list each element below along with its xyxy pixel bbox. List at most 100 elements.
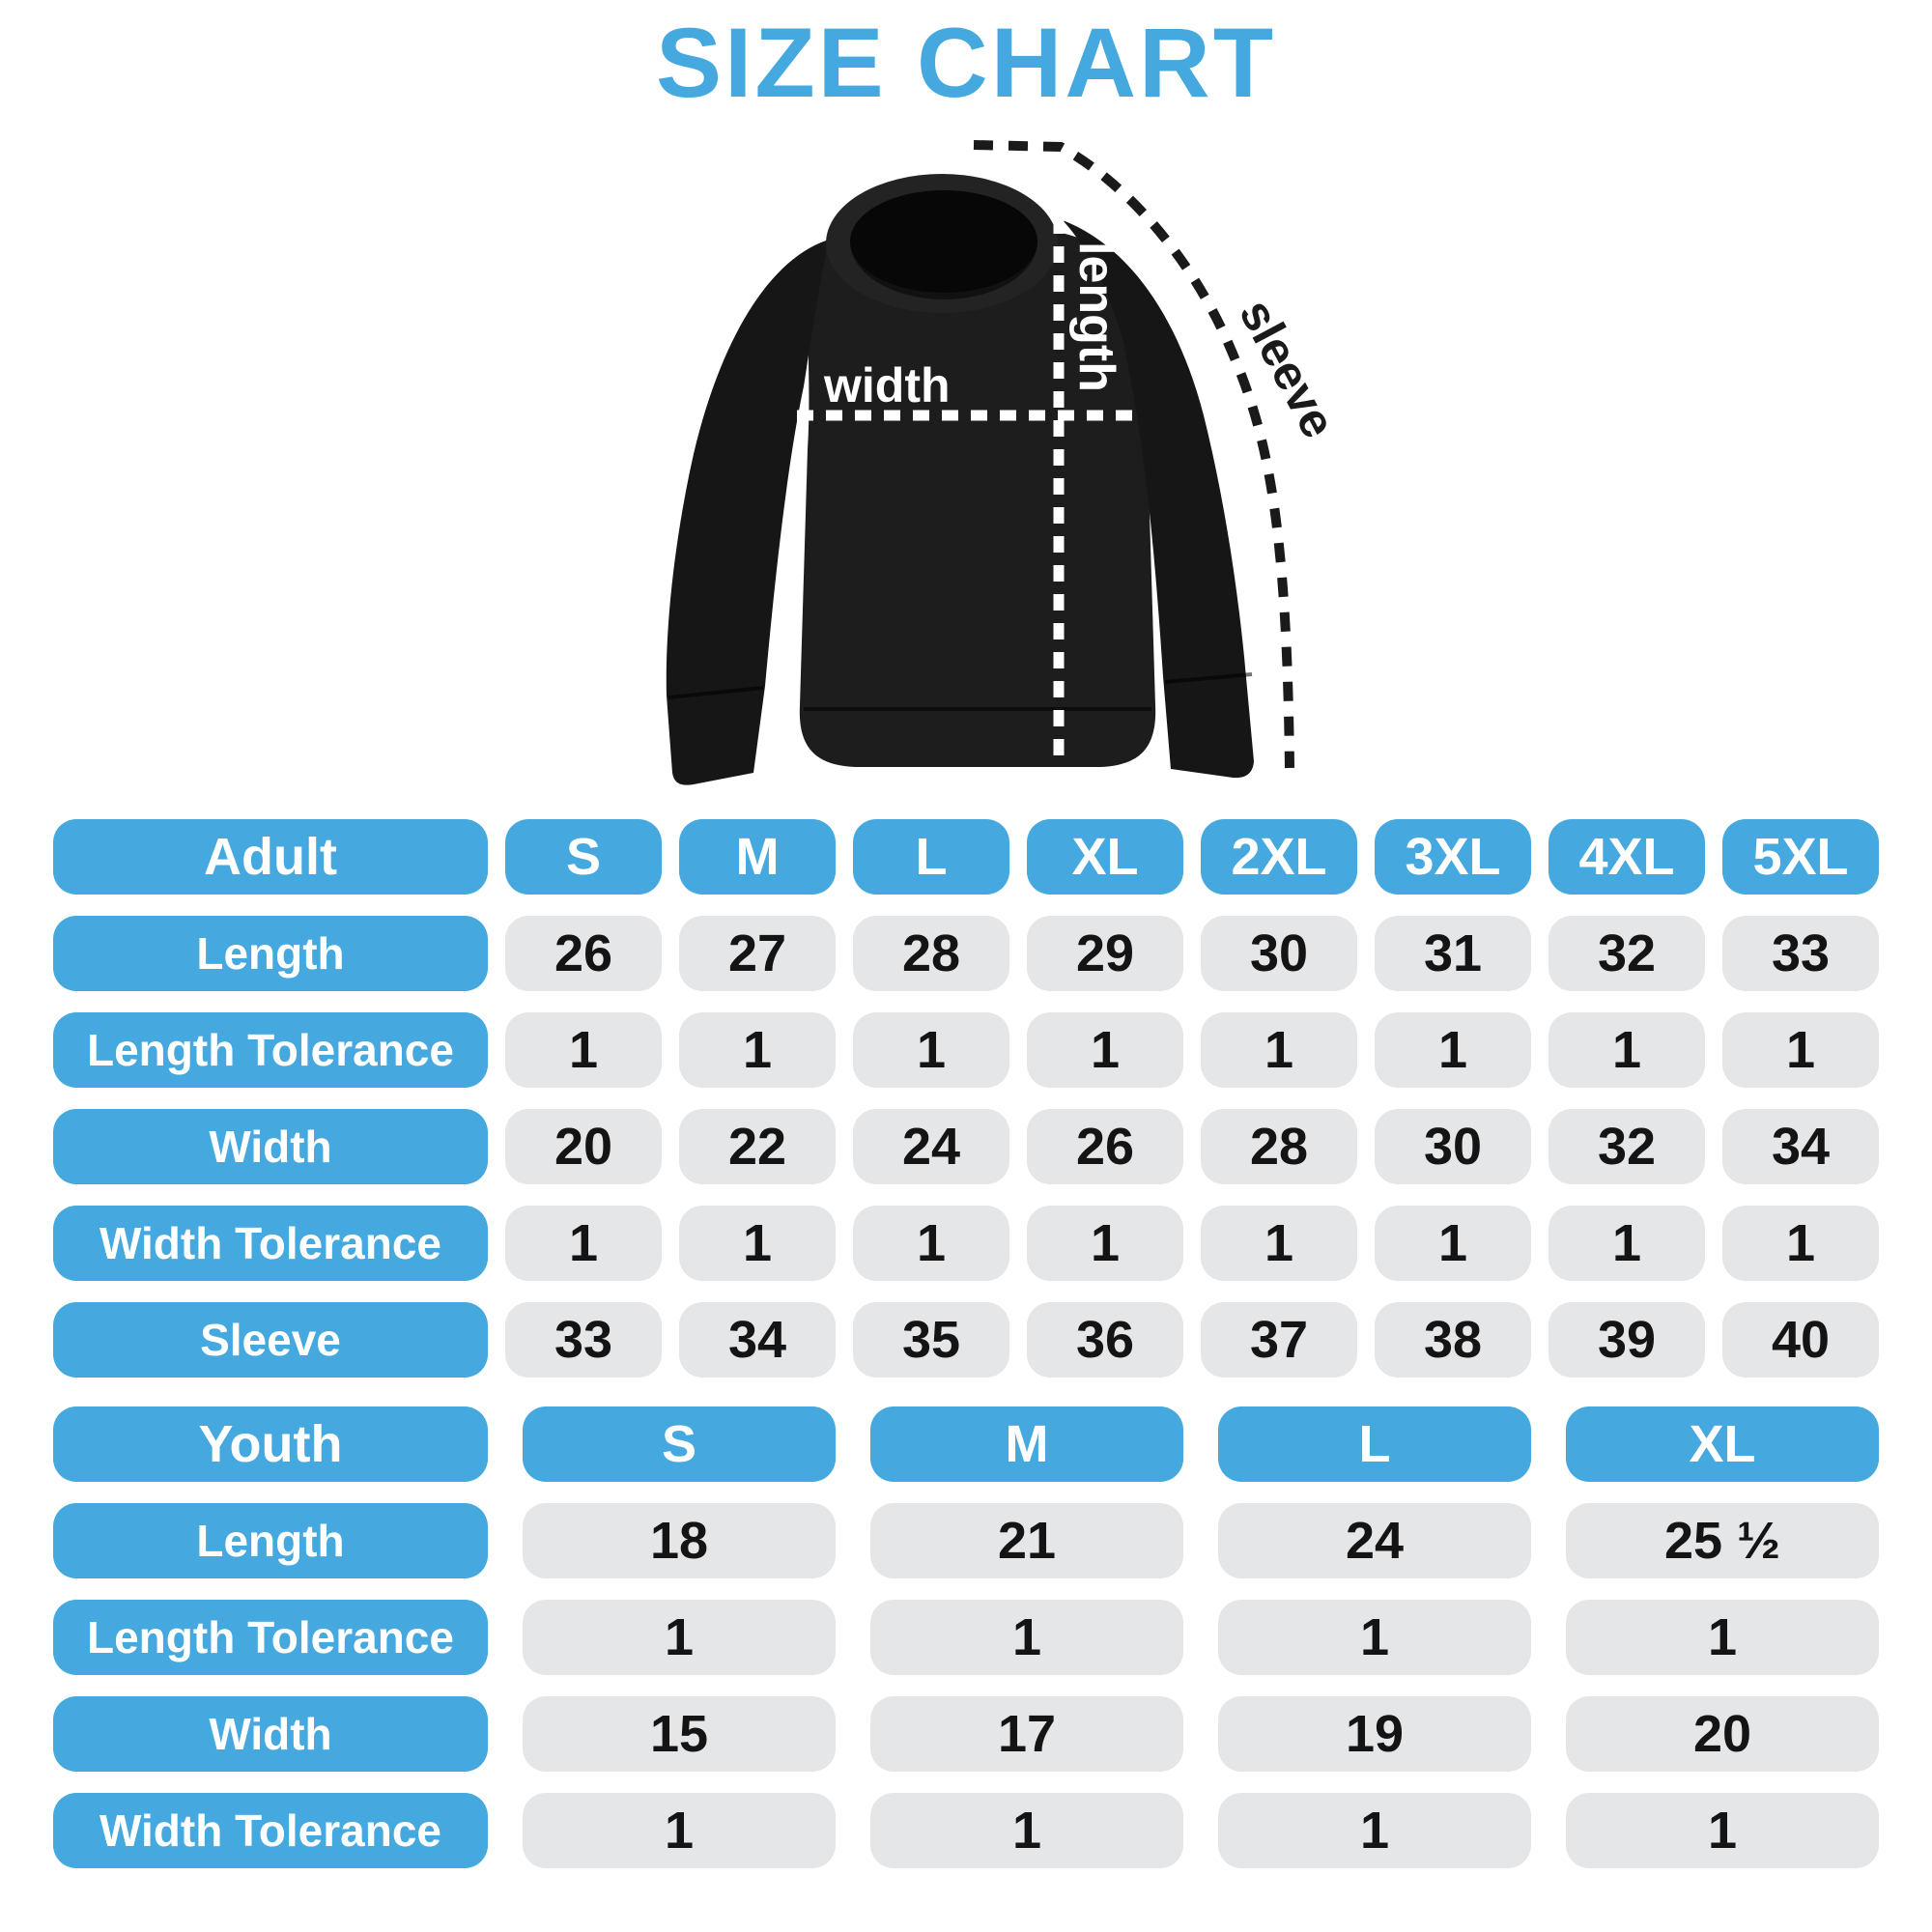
cell-value: 1 — [1548, 1012, 1705, 1088]
row-label: Length Tolerance — [53, 1012, 488, 1088]
youth-width-tolerance-row: Width Tolerance 1 1 1 1 — [53, 1793, 1879, 1868]
cell-value: 37 — [1201, 1302, 1357, 1378]
cell-value: 1 — [1375, 1206, 1531, 1281]
row-label: Width — [53, 1696, 488, 1772]
right-cuff-seam — [1164, 672, 1253, 684]
right-sleeve — [1063, 220, 1254, 779]
cell-value: 1 — [1201, 1206, 1357, 1281]
adult-col-2xl: 2XL — [1201, 819, 1357, 895]
left-cuff-seam — [668, 686, 764, 699]
cell-value: 1 — [1027, 1012, 1183, 1088]
adult-width-tolerance-row: Width Tolerance 1 1 1 1 1 1 1 1 — [53, 1206, 1879, 1281]
youth-col-m: M — [870, 1406, 1183, 1482]
cell-value: 27 — [679, 916, 836, 991]
youth-length-row: Length 18 21 24 25 ½ — [53, 1503, 1879, 1578]
collar-opening — [850, 190, 1037, 293]
cell-value: 1 — [1548, 1206, 1705, 1281]
cell-value: 1 — [1375, 1012, 1531, 1088]
cell-value: 36 — [1027, 1302, 1183, 1378]
cell-value: 15 — [523, 1696, 836, 1772]
cell-value: 29 — [1027, 916, 1183, 991]
cell-value: 21 — [870, 1503, 1183, 1578]
adult-sleeve-row: Sleeve 33 34 35 36 37 38 39 40 — [53, 1302, 1879, 1378]
adult-size-table: Adult S M L XL 2XL 3XL 4XL 5XL Length 26… — [53, 819, 1879, 1378]
cell-value: 1 — [1566, 1600, 1879, 1675]
cell-value: 28 — [853, 916, 1009, 991]
adult-col-m: M — [679, 819, 836, 895]
cell-value: 30 — [1201, 916, 1357, 991]
cell-value: 22 — [679, 1109, 836, 1184]
size-tables: Adult S M L XL 2XL 3XL 4XL 5XL Length 26… — [53, 819, 1879, 1889]
youth-width-row: Width 15 17 19 20 — [53, 1696, 1879, 1772]
cell-value: 34 — [1722, 1109, 1879, 1184]
youth-size-table: Youth S M L XL Length 18 21 24 25 ½ Leng… — [53, 1406, 1879, 1868]
row-label: Length — [53, 916, 488, 991]
cell-value: 25 ½ — [1566, 1503, 1879, 1578]
adult-table-title: Adult — [53, 819, 488, 895]
width-measure-label: width — [823, 358, 951, 412]
row-label: Width — [53, 1109, 488, 1184]
page-title: SIZE CHART — [656, 8, 1276, 118]
cell-value: 20 — [505, 1109, 662, 1184]
sweatshirt-measurement-diagram: width length sleeve — [522, 97, 1391, 816]
adult-length-tolerance-row: Length Tolerance 1 1 1 1 1 1 1 1 — [53, 1012, 1879, 1088]
cell-value: 24 — [853, 1109, 1009, 1184]
cell-value: 28 — [1201, 1109, 1357, 1184]
row-label: Sleeve — [53, 1302, 488, 1378]
row-label: Width Tolerance — [53, 1793, 488, 1868]
row-label: Length Tolerance — [53, 1600, 488, 1675]
cell-value: 32 — [1548, 916, 1705, 991]
cell-value: 33 — [505, 1302, 662, 1378]
cell-value: 30 — [1375, 1109, 1531, 1184]
cell-value: 1 — [523, 1793, 836, 1868]
adult-col-s: S — [505, 819, 662, 895]
cell-value: 33 — [1722, 916, 1879, 991]
adult-header-row: Adult S M L XL 2XL 3XL 4XL 5XL — [53, 819, 1879, 895]
cell-value: 1 — [523, 1600, 836, 1675]
cell-value: 20 — [1566, 1696, 1879, 1772]
youth-col-xl: XL — [1566, 1406, 1879, 1482]
cell-value: 24 — [1218, 1503, 1531, 1578]
cell-value: 1 — [870, 1793, 1183, 1868]
cell-value: 1 — [853, 1206, 1009, 1281]
sleeve-measure-line — [973, 140, 1294, 769]
cell-value: 1 — [1218, 1793, 1531, 1868]
cell-value: 17 — [870, 1696, 1183, 1772]
length-measure-label: length — [1068, 242, 1124, 392]
adult-length-row: Length 26 27 28 29 30 31 32 33 — [53, 916, 1879, 991]
cell-value: 40 — [1722, 1302, 1879, 1378]
sweatshirt-body — [799, 221, 1156, 768]
cell-value: 18 — [523, 1503, 836, 1578]
cell-value: 38 — [1375, 1302, 1531, 1378]
cell-value: 26 — [1027, 1109, 1183, 1184]
adult-col-5xl: 5XL — [1722, 819, 1879, 895]
adult-col-3xl: 3XL — [1375, 819, 1531, 895]
cell-value: 1 — [505, 1012, 662, 1088]
adult-width-row: Width 20 22 24 26 28 30 32 34 — [53, 1109, 1879, 1184]
cell-value: 35 — [853, 1302, 1009, 1378]
sleeve-measure-label: sleeve — [1229, 291, 1346, 446]
adult-col-l: L — [853, 819, 1009, 895]
youth-col-s: S — [523, 1406, 836, 1482]
cell-value: 1 — [1722, 1012, 1879, 1088]
adult-col-4xl: 4XL — [1548, 819, 1705, 895]
cell-value: 1 — [1201, 1012, 1357, 1088]
sweatshirt-diagram-svg: width length sleeve — [666, 140, 1347, 785]
cell-value: 1 — [853, 1012, 1009, 1088]
cell-value: 19 — [1218, 1696, 1531, 1772]
cell-value: 1 — [679, 1206, 836, 1281]
cell-value: 1 — [505, 1206, 662, 1281]
youth-table-title: Youth — [53, 1406, 488, 1482]
cell-value: 1 — [1722, 1206, 1879, 1281]
adult-col-xl: XL — [1027, 819, 1183, 895]
cell-value: 1 — [870, 1600, 1183, 1675]
cell-value: 26 — [505, 916, 662, 991]
row-label: Width Tolerance — [53, 1206, 488, 1281]
youth-header-row: Youth S M L XL — [53, 1406, 1879, 1482]
cell-value: 31 — [1375, 916, 1531, 991]
cell-value: 1 — [1027, 1206, 1183, 1281]
left-sleeve — [666, 240, 829, 785]
youth-length-tolerance-row: Length Tolerance 1 1 1 1 — [53, 1600, 1879, 1675]
cell-value: 32 — [1548, 1109, 1705, 1184]
